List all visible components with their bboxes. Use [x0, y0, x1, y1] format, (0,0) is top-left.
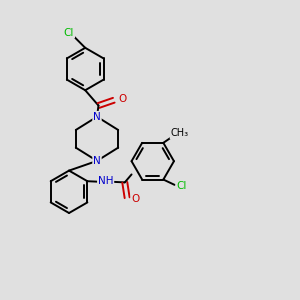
Text: O: O: [131, 194, 140, 204]
Text: NH: NH: [98, 176, 113, 186]
Text: Cl: Cl: [64, 28, 74, 38]
Text: O: O: [118, 94, 126, 104]
Text: N: N: [93, 112, 101, 122]
Text: CH₃: CH₃: [170, 128, 189, 138]
Text: N: N: [93, 156, 101, 166]
Text: Cl: Cl: [176, 181, 187, 191]
